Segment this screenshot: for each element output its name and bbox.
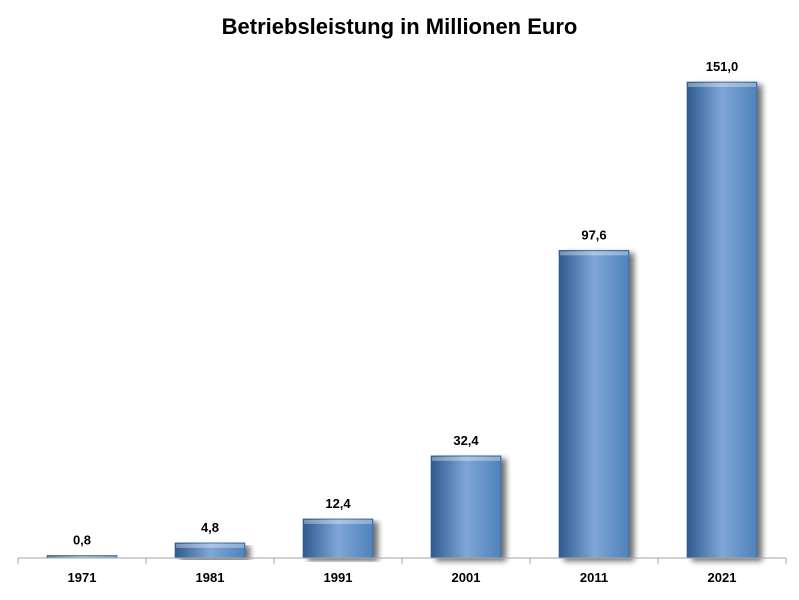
x-tick-label-2021: 2021 bbox=[708, 570, 737, 585]
bar-2001 bbox=[430, 455, 502, 559]
chart-title: Betriebsleistung in Millionen Euro bbox=[221, 14, 578, 39]
bar-1991 bbox=[302, 518, 374, 559]
x-tick-label-2001: 2001 bbox=[452, 570, 481, 585]
data-label-1971: 0,8 bbox=[73, 532, 91, 547]
x-tick-label-2011: 2011 bbox=[580, 570, 608, 585]
x-tick-label-1971: 1971 bbox=[68, 570, 97, 585]
data-label-1981: 4,8 bbox=[201, 520, 219, 535]
data-label-2021: 151,0 bbox=[706, 59, 739, 74]
bar-highlight-1971 bbox=[48, 556, 116, 558]
data-label-2001: 32,4 bbox=[453, 433, 479, 448]
x-tick-label-1991: 1991 bbox=[324, 570, 353, 585]
bars-layer: 0,8 4,8 12,4 32,4 97,6 151,0 bbox=[46, 59, 758, 559]
bar-highlight-1991 bbox=[304, 519, 372, 524]
bar-highlight-2011 bbox=[560, 251, 628, 256]
bar-highlight-1981 bbox=[176, 543, 244, 548]
bar-highlight-2021 bbox=[688, 83, 756, 87]
data-label-2011: 97,6 bbox=[581, 227, 606, 242]
bar-2021 bbox=[686, 81, 758, 559]
x-tick-label-1981: 1981 bbox=[196, 570, 225, 585]
data-label-1991: 12,4 bbox=[325, 496, 351, 511]
bar-highlight-2001 bbox=[432, 456, 500, 461]
bar-2011 bbox=[558, 250, 630, 559]
x-axis: 1971 1981 1991 2001 2011 2021 bbox=[17, 557, 787, 585]
